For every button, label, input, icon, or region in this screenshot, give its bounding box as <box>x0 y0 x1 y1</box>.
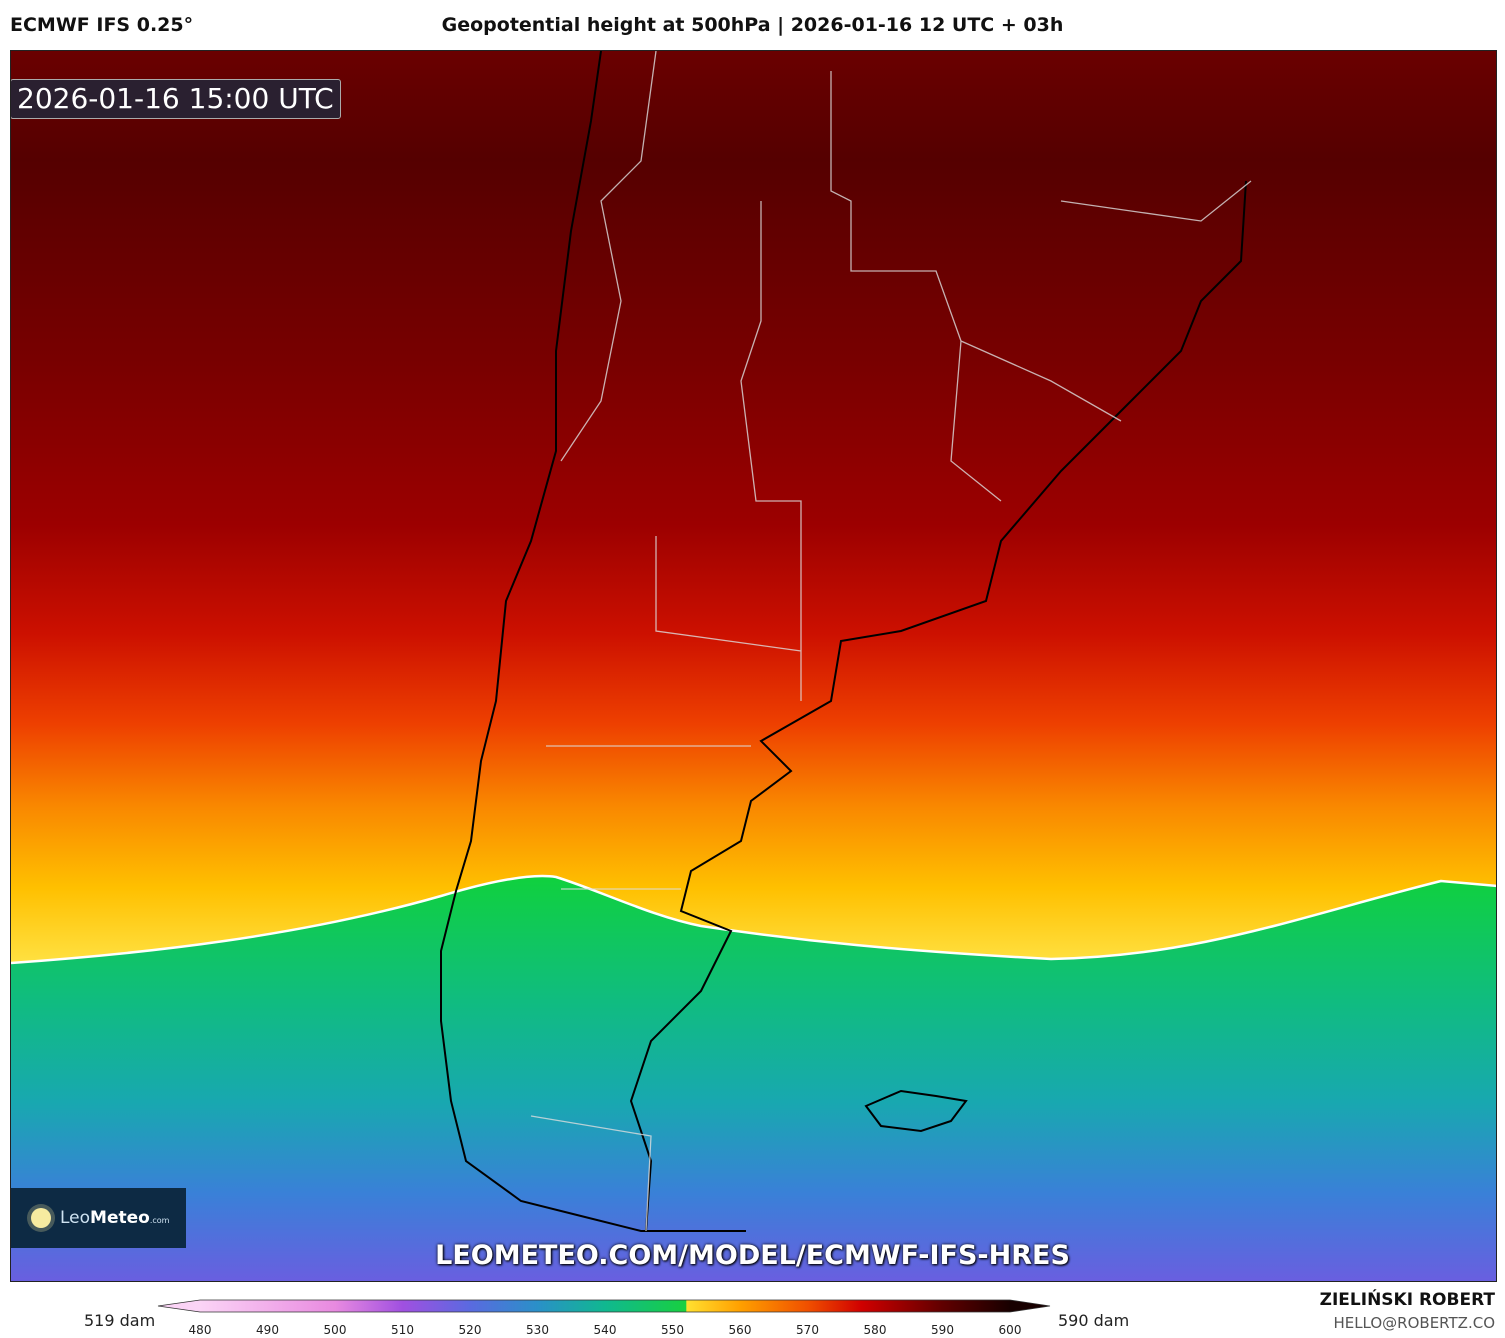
weather-map: 2026-01-16 15:00 UTC <box>10 50 1497 1282</box>
colorbar-tick: 480 <box>188 1323 212 1337</box>
colorbar-tick: 540 <box>593 1323 617 1337</box>
valid-time-label: 2026-01-16 15:00 UTC <box>11 79 341 119</box>
leometeo-logo[interactable]: LeoMeteo.com <box>11 1188 186 1248</box>
colorbar-tick: 500 <box>323 1323 347 1337</box>
colorbar-tick: 520 <box>458 1323 482 1337</box>
source-url: LEOMETEO.COM/MODEL/ECMWF-IFS-HRES <box>435 1240 1070 1271</box>
map-canvas <box>11 51 1496 1281</box>
colorbar-max-label: 590 dam <box>1058 1311 1130 1330</box>
colorbar <box>157 1299 1051 1313</box>
colorbar-tick: 560 <box>728 1323 752 1337</box>
logo-leo: Leo <box>60 1208 91 1228</box>
coastline <box>440 51 1247 1232</box>
colorbar-tick: 590 <box>931 1323 954 1337</box>
logo-com: .com <box>149 1216 170 1225</box>
border-lines <box>530 51 1252 1232</box>
contour-552 <box>11 874 1496 965</box>
chart-title: Geopotential height at 500hPa | 2026-01-… <box>441 14 1064 36</box>
logo-meteo: Meteo <box>90 1208 150 1228</box>
falkland-islands <box>864 1089 968 1133</box>
author-name: ZIELIŃSKI ROBERT <box>1319 1290 1495 1310</box>
colorbar-tick: 600 <box>998 1323 1022 1337</box>
colorbar-tick: 580 <box>863 1323 887 1337</box>
colorbar-tick: 510 <box>391 1323 414 1337</box>
model-name: ECMWF IFS 0.25° <box>10 14 194 36</box>
colorbar-tick: 570 <box>796 1323 819 1337</box>
sun-icon <box>31 1208 51 1228</box>
author-email: HELLO@ROBERTZ.CO <box>1333 1314 1495 1332</box>
colorbar-tick: 550 <box>661 1323 684 1337</box>
colorbar-body <box>157 1299 1051 1313</box>
colorbar-tick: 490 <box>256 1323 279 1337</box>
colorbar-tick: 530 <box>526 1323 549 1337</box>
colorbar-min-label: 519 dam <box>84 1311 156 1330</box>
cool-field <box>11 875 1496 1281</box>
